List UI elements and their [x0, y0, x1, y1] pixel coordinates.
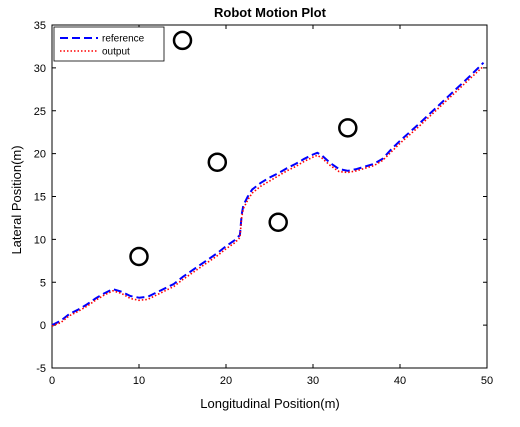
series-lines: [51, 61, 485, 327]
y-tick-label: 30: [34, 63, 46, 75]
x-tick-label: 10: [133, 375, 145, 387]
y-tick-label: 25: [34, 106, 46, 118]
series-line-output: [51, 65, 485, 327]
y-tick-label: 15: [34, 192, 46, 204]
obstacle-marker: [207, 152, 228, 172]
y-tick-label: 0: [40, 320, 46, 332]
y-tick-label: 20: [34, 149, 46, 161]
obstacle-marker: [338, 118, 358, 138]
x-tick-label: 30: [307, 375, 319, 387]
obstacle-marker: [172, 30, 193, 51]
y-tick-label: -5: [36, 363, 46, 375]
x-axis-label: Longitudinal Position(m): [200, 396, 339, 411]
legend: reference output: [53, 26, 165, 62]
legend-box: [53, 26, 165, 62]
x-tick-label: 20: [220, 375, 232, 387]
x-tick-label: 50: [481, 375, 493, 387]
x-tick-label: 0: [49, 375, 55, 387]
obstacle-markers: [129, 30, 358, 267]
legend-label-reference: reference: [102, 34, 145, 45]
obstacle-marker: [268, 212, 288, 232]
legend-label-output: output: [102, 47, 130, 58]
y-axis-label: Lateral Position(m): [9, 145, 24, 254]
y-tick-label: 5: [40, 277, 46, 289]
y-tick-label: 10: [34, 234, 46, 246]
x-tick-label: 40: [394, 375, 406, 387]
obstacle-marker: [129, 246, 149, 267]
series-line-reference: [51, 61, 485, 326]
chart-title: Robot Motion Plot: [214, 5, 327, 20]
y-tick-label: 35: [34, 20, 46, 32]
plot-area: [51, 24, 488, 369]
